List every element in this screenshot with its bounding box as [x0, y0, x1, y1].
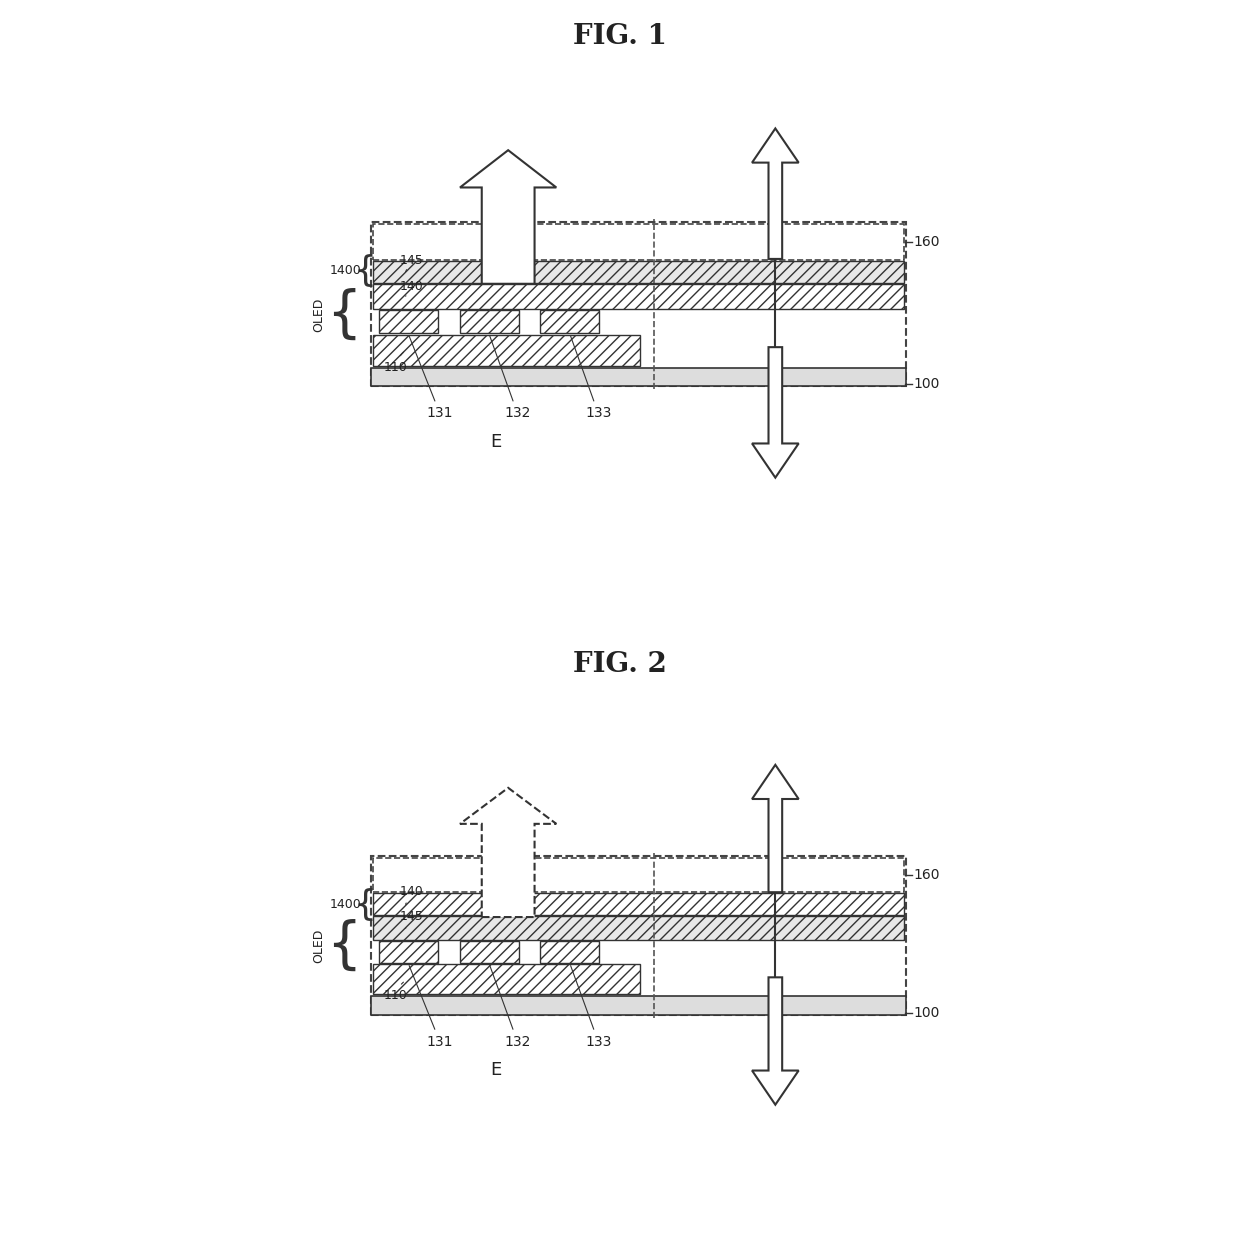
- Text: {: {: [326, 288, 361, 342]
- Polygon shape: [751, 347, 799, 478]
- Text: 1400: 1400: [330, 898, 361, 911]
- Text: 145: 145: [399, 910, 423, 928]
- Text: 131: 131: [409, 336, 453, 420]
- Bar: [372, 221, 906, 386]
- Text: 133: 133: [570, 336, 611, 420]
- Bar: [372, 857, 906, 1015]
- Polygon shape: [460, 150, 557, 284]
- Text: 110: 110: [384, 982, 408, 1003]
- Polygon shape: [751, 128, 799, 259]
- Text: E: E: [490, 433, 501, 450]
- Text: 160: 160: [914, 868, 940, 882]
- Text: 145: 145: [399, 254, 423, 272]
- Text: T: T: [770, 433, 781, 450]
- Text: 132: 132: [490, 966, 531, 1049]
- Bar: [372, 367, 906, 386]
- Text: 140: 140: [399, 281, 423, 296]
- Text: E: E: [490, 1062, 501, 1079]
- Bar: [541, 941, 599, 964]
- Text: T: T: [770, 1062, 781, 1079]
- Bar: [373, 916, 904, 940]
- Bar: [373, 858, 904, 892]
- Text: 100: 100: [914, 1005, 940, 1020]
- Bar: [541, 309, 599, 333]
- Text: 110: 110: [384, 352, 408, 374]
- Text: OLED: OLED: [312, 298, 325, 332]
- Text: OLED: OLED: [312, 930, 325, 964]
- Text: 100: 100: [914, 377, 940, 391]
- Polygon shape: [460, 788, 557, 917]
- Bar: [460, 309, 518, 333]
- Text: FIG. 2: FIG. 2: [573, 652, 667, 678]
- Bar: [379, 309, 438, 333]
- Bar: [373, 284, 904, 308]
- Bar: [373, 260, 904, 283]
- Text: {: {: [326, 920, 361, 974]
- Bar: [379, 941, 438, 964]
- Text: FIG. 1: FIG. 1: [573, 23, 667, 50]
- Bar: [373, 893, 904, 915]
- Bar: [460, 941, 518, 964]
- Bar: [373, 965, 640, 994]
- Bar: [373, 224, 904, 259]
- Bar: [372, 996, 906, 1015]
- Text: 160: 160: [914, 234, 940, 249]
- Bar: [373, 335, 640, 366]
- Text: {: {: [353, 254, 377, 288]
- Text: {: {: [353, 888, 377, 922]
- Polygon shape: [751, 765, 799, 892]
- Polygon shape: [751, 977, 799, 1105]
- Text: 140: 140: [399, 884, 423, 905]
- Text: 132: 132: [490, 336, 531, 420]
- Text: 1400: 1400: [330, 264, 361, 277]
- Text: 131: 131: [409, 966, 453, 1049]
- Text: 133: 133: [570, 966, 611, 1049]
